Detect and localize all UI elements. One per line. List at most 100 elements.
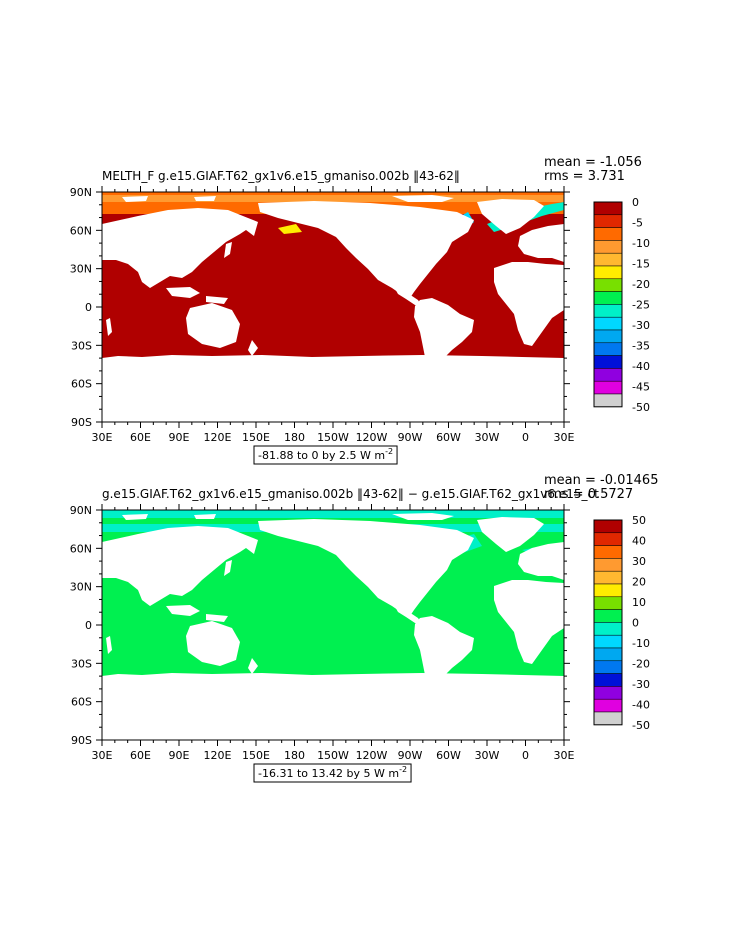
lon-tick-label: 90W [398, 749, 423, 762]
lon-tick-label: 180 [284, 749, 305, 762]
colorbar-label: -50 [632, 719, 650, 732]
colorbar-label: 50 [632, 514, 646, 527]
lat-tick-label: 60N [70, 224, 92, 237]
colorbar-segment [593, 519, 623, 534]
colorbar-segment [593, 240, 623, 254]
lon-tick-label: 30E [92, 431, 113, 444]
colorbar-label: -40 [632, 360, 650, 373]
colorbar-segment [593, 393, 623, 408]
lon-tick-label: 180 [284, 431, 305, 444]
range-box: -81.88 to 0 by 2.5 W m-2 [253, 445, 398, 465]
lat-tick-label: 60N [70, 542, 92, 555]
lon-tick-label: 150E [242, 749, 270, 762]
rms-stat: rms = 0.5727 [544, 487, 633, 502]
lat-tick-label: 90N [70, 186, 92, 199]
lon-tick-label: 0 [522, 431, 529, 444]
colorbar-segment [593, 265, 623, 280]
colorbar-segment [593, 570, 623, 585]
colorbar-segment [593, 252, 623, 267]
colorbar-frame [593, 519, 623, 726]
lon-tick-label: 150W [317, 749, 349, 762]
colorbar-label: -30 [632, 678, 650, 691]
lon-tick-label: 0 [522, 749, 529, 762]
colorbar-label: 0 [632, 616, 639, 629]
colorbar-segment [593, 583, 623, 598]
colorbar-segment [593, 316, 623, 331]
colorbar-label: -15 [632, 257, 650, 270]
panel-title: MELTH_F g.e15.GIAF.T62_gx1v6.e15_gmaniso… [102, 169, 460, 183]
lat-tick-label: 0 [85, 301, 92, 314]
lon-tick-label: 60E [130, 431, 151, 444]
colorbar-segment [593, 329, 623, 344]
lat-tick-label: 90N [70, 504, 92, 517]
arctic-band-inner [102, 195, 564, 202]
colorbar-segment [593, 660, 623, 674]
colorbar-segment [593, 304, 623, 318]
lon-tick-label: 90E [169, 431, 190, 444]
range-text: -81.88 to 0 by 2.5 W m-2 [258, 447, 393, 462]
colorbar-label: -25 [632, 298, 650, 311]
mean-stat: mean = -1.056 [544, 155, 642, 170]
colorbar-segment [593, 278, 623, 292]
lon-tick-label: 90W [398, 431, 423, 444]
lat-tick-label: 90S [71, 734, 92, 747]
lon-tick-label: 30W [475, 431, 500, 444]
range-box-frame [253, 445, 398, 465]
colorbar-segment [593, 596, 623, 610]
colorbar-label: 30 [632, 555, 646, 568]
colorbar-label: -20 [632, 657, 650, 670]
colorbar: 50 40 30 20 10 0 -10 -20 -30 -40 -50 [593, 514, 650, 732]
lon-tick-label: 120W [356, 749, 388, 762]
colorbar-label: -5 [632, 216, 643, 229]
lon-tick-label: 120E [204, 431, 232, 444]
colorbar-label: -35 [632, 339, 650, 352]
colorbar-segment [593, 201, 623, 216]
colorbar-label: -30 [632, 319, 650, 332]
colorbar-label: -10 [632, 237, 650, 250]
colorbar-segment [593, 673, 623, 687]
colorbar-segment [593, 634, 623, 649]
colorbar-segment [593, 647, 623, 662]
colorbar-segment [593, 545, 623, 559]
range-box-frame [253, 763, 412, 783]
lon-tick-label: 30E [92, 749, 113, 762]
colorbar-segment [593, 698, 623, 713]
lon-tick-label: 60W [436, 431, 461, 444]
rms-stat: rms = 3.731 [544, 169, 625, 184]
colorbar-frame [593, 201, 623, 408]
lat-tick-label: 30S [71, 339, 92, 352]
lon-tick-label: 30E [554, 749, 575, 762]
colorbar: 0 -5 -10 -15 -20 -25 -30 -35 -40 -45 -50 [593, 196, 650, 414]
colorbar-label: 20 [632, 575, 646, 588]
colorbar-label: -10 [632, 637, 650, 650]
colorbar-label: -20 [632, 278, 650, 291]
lat-tick-label: 60S [71, 696, 92, 709]
colorbar-label: 40 [632, 534, 646, 547]
colorbar-segment [593, 622, 623, 636]
range-text: -16.31 to 13.42 by 5 W m-2 [258, 765, 407, 780]
colorbar-segment [593, 355, 623, 369]
lon-tick-label: 30W [475, 749, 500, 762]
lon-tick-label: 60E [130, 749, 151, 762]
colorbar-label: 0 [632, 196, 639, 209]
lon-tick-label: 90E [169, 749, 190, 762]
bering-hotspot [278, 224, 302, 234]
colorbar-segment [593, 686, 623, 700]
colorbar-segment [593, 711, 623, 726]
colorbar-label: -40 [632, 698, 650, 711]
lat-tick-label: 0 [85, 619, 92, 632]
lon-tick-label: 120W [356, 431, 388, 444]
lat-tick-label: 90S [71, 416, 92, 429]
colorbar-segment [593, 368, 623, 382]
colorbar-segment [593, 558, 623, 572]
lon-tick-label: 150W [317, 431, 349, 444]
lon-tick-label: 60W [436, 749, 461, 762]
colorbar-segment [593, 342, 623, 356]
lon-tick-label: 30E [554, 431, 575, 444]
lat-tick-label: 60S [71, 378, 92, 391]
range-box: -16.31 to 13.42 by 5 W m-2 [253, 763, 412, 783]
